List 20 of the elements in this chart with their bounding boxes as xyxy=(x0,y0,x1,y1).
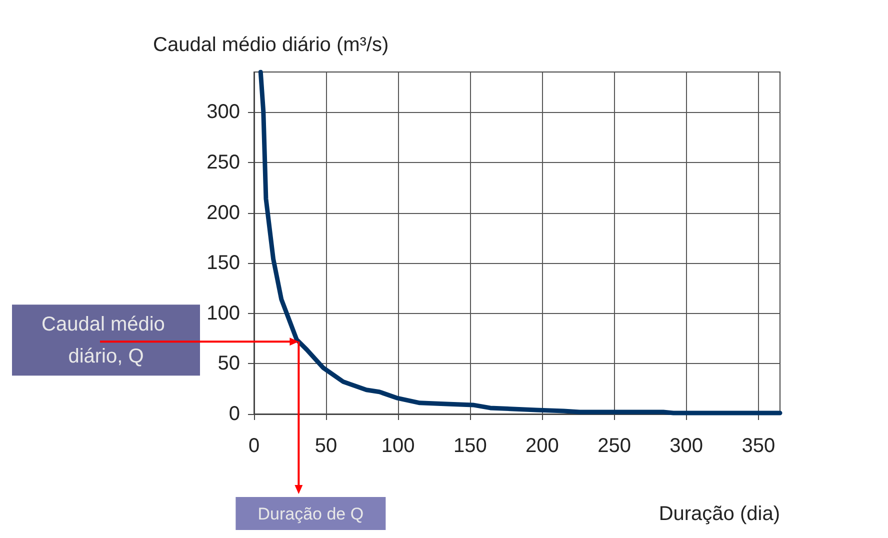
x-tick-label: 250 xyxy=(598,435,631,457)
x-axis-title: Duração (dia) xyxy=(658,503,780,525)
annotation: Caudal médio diário, Q xyxy=(42,314,170,368)
chart-title: Caudal médio diário (m³/s) xyxy=(153,34,389,56)
y-tick-label: 250 xyxy=(206,152,240,174)
y-tick-label: 100 xyxy=(206,302,240,324)
y-tick-label: 0 xyxy=(228,403,240,425)
x-tick-label: 200 xyxy=(526,435,559,457)
x-tick-label: 50 xyxy=(314,435,338,457)
x-tick-label: 350 xyxy=(742,435,776,457)
x-tick-label: 150 xyxy=(453,435,487,457)
y-tick-label: 50 xyxy=(218,352,240,375)
x-tick-label: 0 xyxy=(248,435,260,457)
line-series xyxy=(258,70,782,416)
y-tick-label: 300 xyxy=(206,101,240,124)
x-tick-label: 300 xyxy=(670,435,704,457)
annotation: Duração de Q xyxy=(258,504,364,524)
y-tick-label: 200 xyxy=(206,202,240,224)
x-tick-label: 100 xyxy=(381,435,415,457)
y-tick-label: 150 xyxy=(206,252,240,274)
